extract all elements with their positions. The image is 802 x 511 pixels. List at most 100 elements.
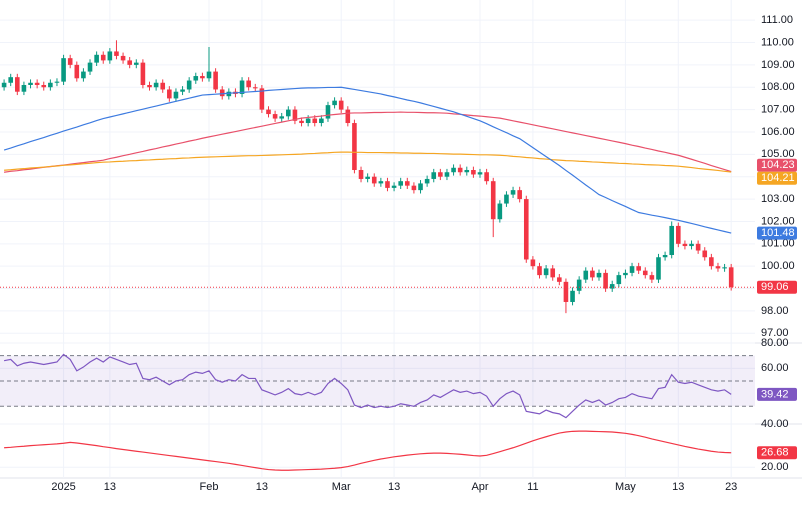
candle-body bbox=[352, 123, 357, 170]
candle-body bbox=[100, 54, 106, 61]
candle-body bbox=[398, 181, 403, 186]
candle-body bbox=[623, 272, 628, 276]
candle-body bbox=[537, 266, 542, 276]
indicator-line bbox=[4, 151, 732, 173]
candle-body bbox=[411, 185, 417, 191]
value-badge-label: 104.23 bbox=[761, 159, 795, 171]
candle-body bbox=[715, 266, 721, 269]
candle-body bbox=[67, 58, 73, 65]
y-tick-label: 110.00 bbox=[761, 36, 794, 48]
candle-body bbox=[365, 176, 370, 179]
candle-body bbox=[603, 272, 608, 289]
y-tick-label: 97.00 bbox=[761, 327, 789, 339]
candle-body bbox=[656, 257, 661, 280]
candle-body bbox=[596, 272, 602, 278]
x-tick-label: 11 bbox=[527, 481, 538, 493]
candle-body bbox=[140, 62, 146, 85]
candle-body bbox=[127, 60, 132, 65]
candle-body bbox=[239, 80, 245, 94]
candle-body bbox=[8, 77, 13, 83]
candle-body bbox=[186, 80, 192, 90]
y-tick-label: 109.00 bbox=[761, 59, 795, 71]
candle-body bbox=[405, 181, 410, 186]
candle-body bbox=[48, 82, 53, 88]
candle-body bbox=[504, 194, 509, 204]
candle-body bbox=[167, 89, 172, 99]
y-tick-label: 20.00 bbox=[761, 461, 789, 473]
candle-body bbox=[576, 279, 582, 291]
y-tick-label: 100.00 bbox=[761, 260, 795, 272]
candle-body bbox=[702, 250, 708, 258]
y-tick-label: 102.00 bbox=[761, 215, 795, 227]
candle-body bbox=[325, 105, 331, 119]
candle-body bbox=[709, 257, 714, 267]
candle-body bbox=[451, 167, 456, 173]
candle-body bbox=[206, 71, 212, 79]
y-tick-label: 105.00 bbox=[761, 148, 795, 160]
candle-body bbox=[266, 109, 271, 115]
x-tick-label: 13 bbox=[672, 481, 684, 493]
value-badge bbox=[757, 171, 797, 185]
y-tick-label: 103.00 bbox=[761, 193, 795, 205]
value-badge bbox=[757, 158, 797, 172]
candle-body bbox=[180, 89, 185, 92]
candle-body bbox=[543, 268, 549, 276]
y-tick-label: 98.00 bbox=[761, 305, 789, 317]
candle-body bbox=[497, 203, 503, 220]
candle-body bbox=[173, 91, 179, 99]
candle-body bbox=[590, 270, 595, 278]
candle-body bbox=[669, 225, 674, 255]
candle-body bbox=[305, 118, 311, 124]
candle-body bbox=[286, 109, 291, 117]
candle-body bbox=[490, 181, 496, 220]
candle-body bbox=[292, 109, 298, 121]
value-badge bbox=[757, 280, 797, 294]
candle-body bbox=[457, 167, 463, 173]
candle-body bbox=[689, 243, 694, 247]
value-badge-label: 26.68 bbox=[761, 447, 789, 459]
value-badge bbox=[757, 446, 797, 460]
x-tick-label: 23 bbox=[725, 481, 737, 493]
candle-body bbox=[160, 82, 166, 90]
candle-body bbox=[418, 183, 423, 191]
value-badge-label: 39.42 bbox=[761, 388, 789, 400]
candle-body bbox=[636, 266, 641, 271]
candle-body bbox=[484, 172, 489, 182]
candle-body bbox=[345, 109, 351, 124]
y-tick-label: 111.00 bbox=[761, 14, 793, 26]
candle-body bbox=[391, 185, 397, 188]
level-band bbox=[0, 355, 755, 407]
candle-body bbox=[133, 62, 139, 65]
candle-body bbox=[722, 267, 727, 269]
candle-body bbox=[120, 55, 126, 61]
indicator-line bbox=[4, 111, 732, 173]
candle-body bbox=[523, 199, 529, 260]
candle-body bbox=[471, 170, 476, 175]
candle-body bbox=[299, 120, 304, 124]
candle-body bbox=[431, 172, 437, 179]
candle-body bbox=[550, 268, 556, 278]
y-tick-label: 60.00 bbox=[761, 362, 789, 374]
candle-body bbox=[424, 178, 430, 184]
candle-body bbox=[444, 172, 450, 177]
candle-body bbox=[662, 255, 668, 258]
value-badge bbox=[757, 226, 797, 240]
y-tick-label: 80.00 bbox=[761, 337, 789, 349]
candle-body bbox=[319, 118, 324, 124]
x-tick-label: 13 bbox=[104, 481, 116, 493]
candle-body bbox=[74, 64, 80, 79]
candle-body bbox=[15, 77, 20, 92]
indicator-line bbox=[4, 430, 732, 471]
candle-body bbox=[682, 243, 688, 247]
candle-body bbox=[570, 290, 575, 302]
candle-body bbox=[61, 58, 66, 82]
y-tick-label: 106.00 bbox=[761, 126, 795, 138]
x-tick-label: Feb bbox=[200, 481, 219, 493]
candle-body bbox=[226, 91, 232, 97]
candle-body bbox=[21, 85, 27, 92]
x-tick-label: Mar bbox=[332, 481, 351, 493]
y-tick-label: 101.00 bbox=[761, 238, 795, 250]
candle-body bbox=[676, 225, 681, 244]
